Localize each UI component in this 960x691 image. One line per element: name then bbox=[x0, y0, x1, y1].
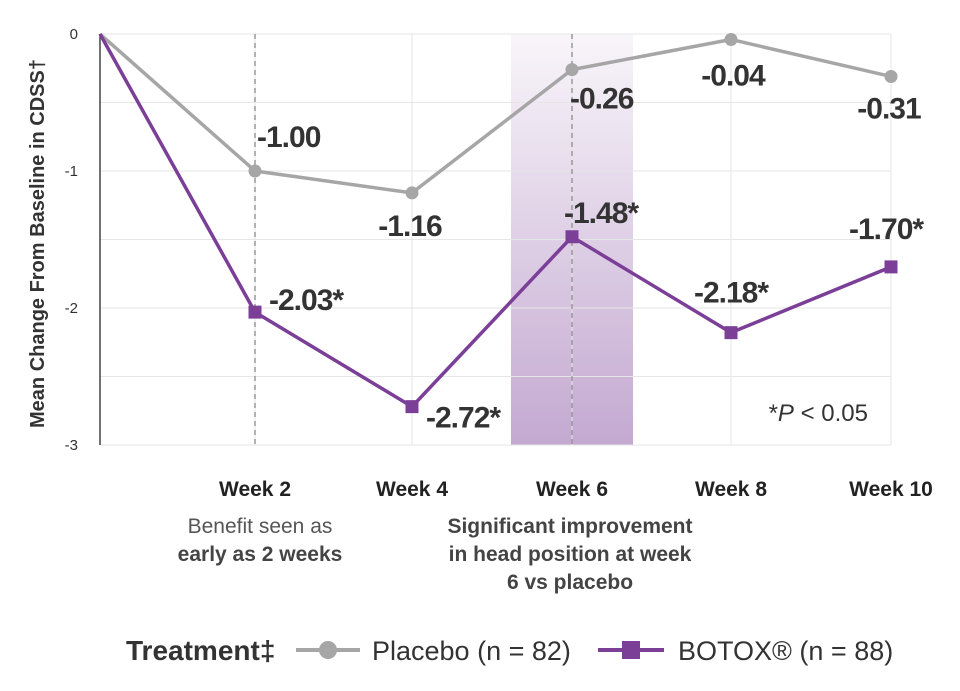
x-tick-labels: Week 2 Week 4 Week 6 Week 8 Week 10 bbox=[219, 478, 933, 501]
botox-data-point bbox=[884, 260, 898, 274]
x-tick-label: Week 2 bbox=[219, 478, 291, 501]
y-axis-label: Mean Change From Baseline in CDSS† bbox=[27, 59, 49, 428]
placebo-data-label: -0.31 bbox=[857, 92, 921, 125]
placebo-series-line bbox=[98, 32, 892, 195]
y-tick-labels: 0 -1 -2 -3 bbox=[65, 26, 78, 454]
botox-data-label: -1.70* bbox=[849, 213, 924, 246]
legend-botox-label: BOTOX® (n = 88) bbox=[678, 636, 893, 666]
botox-data-label: -2.72* bbox=[426, 402, 501, 435]
week-2-annotation-line-1: Benefit seen as bbox=[187, 515, 333, 538]
week-2-annotation: Benefit seen as early as 2 weeks bbox=[150, 513, 370, 569]
placebo-data-point bbox=[405, 186, 419, 200]
y-tick-label: -1 bbox=[65, 163, 78, 180]
legend-item-botox: BOTOX® (n = 88) bbox=[598, 636, 893, 666]
grid-lines bbox=[100, 33, 892, 446]
week-6-annotation-line-3: 6 vs placebo bbox=[506, 571, 634, 594]
legend-placebo-label: Placebo (n = 82) bbox=[372, 636, 571, 666]
botox-data-point bbox=[248, 305, 262, 319]
data-labels: -1.00 -1.16 -0.26 -0.04 -0.31 -2.03* -2.72* -1.… bbox=[257, 59, 925, 435]
botox-series-line bbox=[98, 33, 892, 409]
week-6-annotation-line-1: Significant improvement bbox=[447, 515, 693, 538]
botox-data-label: -2.18* bbox=[694, 277, 769, 310]
botox-data-point bbox=[724, 326, 738, 340]
botox-data-label: -2.03* bbox=[269, 284, 344, 317]
placebo-data-label: -0.04 bbox=[701, 59, 766, 92]
placebo-data-point bbox=[565, 63, 579, 77]
reference-dashed-lines bbox=[254, 34, 573, 445]
x-tick-label: Week 6 bbox=[536, 478, 608, 501]
legend: Treatment‡ Placebo (n = 82) BOTOX® (n = … bbox=[126, 635, 893, 666]
placebo-data-label: -1.16 bbox=[378, 210, 442, 243]
x-tick-label: Week 8 bbox=[695, 478, 767, 501]
x-tick-label: Week 4 bbox=[376, 478, 448, 501]
botox-data-label: -1.48* bbox=[564, 197, 639, 230]
legend-item-placebo: Placebo (n = 82) bbox=[296, 636, 571, 666]
legend-placebo-marker-icon bbox=[319, 641, 337, 659]
botox-data-point bbox=[565, 230, 579, 244]
week-6-annotation: Significant improvement in head position… bbox=[420, 513, 720, 597]
week-2-annotation-line-2: early as 2 weeks bbox=[177, 543, 343, 566]
placebo-data-point bbox=[724, 32, 738, 46]
botox-data-point bbox=[405, 400, 419, 414]
placebo-data-label: -1.00 bbox=[257, 121, 321, 154]
x-tick-label: Week 10 bbox=[849, 478, 933, 501]
placebo-data-point bbox=[248, 164, 262, 178]
significance-note: *P < 0.05 bbox=[769, 400, 868, 427]
legend-botox-marker-icon bbox=[622, 641, 640, 659]
y-tick-label: -3 bbox=[65, 437, 78, 454]
placebo-data-point bbox=[884, 69, 898, 83]
legend-title: Treatment‡ bbox=[126, 635, 275, 666]
placebo-data-label: -0.26 bbox=[570, 83, 634, 116]
series-group bbox=[98, 32, 898, 414]
y-tick-label: -2 bbox=[65, 300, 78, 317]
week-6-annotation-line-2: in head position at week bbox=[448, 543, 692, 566]
y-tick-label: 0 bbox=[70, 26, 78, 43]
